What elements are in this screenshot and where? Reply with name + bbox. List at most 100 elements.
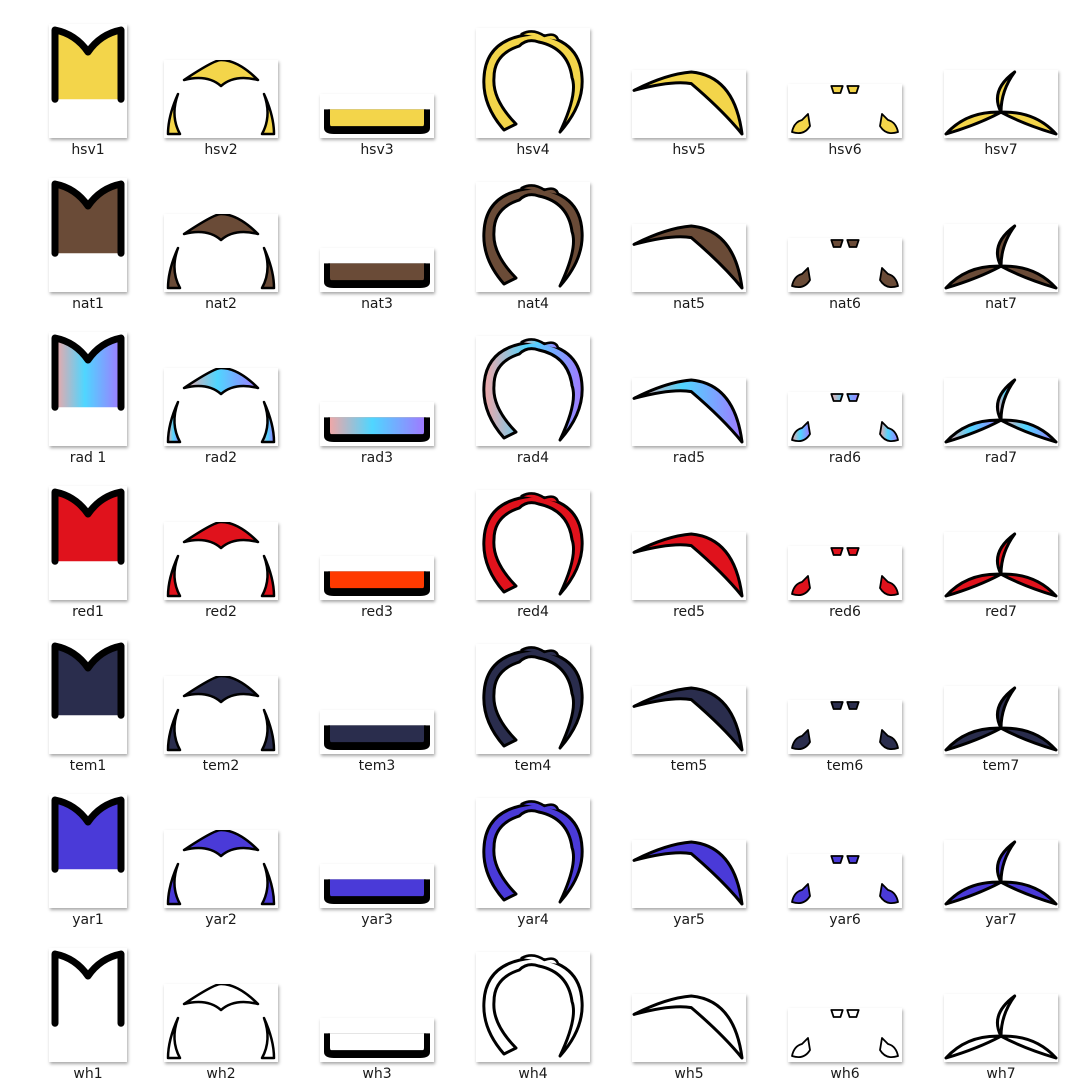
file-name-label: yar7 xyxy=(985,912,1017,928)
thumbnail-frame xyxy=(767,164,923,292)
hair-piece-4-icon xyxy=(476,798,590,908)
file-name-label: yar6 xyxy=(829,912,861,928)
file-item[interactable]: hsv6 xyxy=(767,10,923,164)
thumbnail-frame xyxy=(143,318,299,446)
file-name-label: rad5 xyxy=(672,450,706,466)
hair-piece-2-icon xyxy=(164,676,278,754)
file-item[interactable]: rad4 xyxy=(455,318,611,472)
file-item[interactable]: nat1 xyxy=(10,164,166,318)
file-name-label: hsv7 xyxy=(984,142,1018,158)
file-item[interactable]: yar4 xyxy=(455,780,611,934)
file-item[interactable]: yar3 xyxy=(299,780,455,934)
hair-piece-7-icon xyxy=(944,70,1058,138)
file-item[interactable]: wh2 xyxy=(143,934,299,1088)
file-item[interactable]: tem5 xyxy=(611,626,767,780)
file-item[interactable]: tem7 xyxy=(923,626,1079,780)
hair-piece-5-icon xyxy=(632,532,746,600)
file-item[interactable]: nat7 xyxy=(923,164,1079,318)
file-item[interactable]: wh4 xyxy=(455,934,611,1088)
hair-piece-3-icon xyxy=(320,94,434,138)
file-item[interactable]: tem2 xyxy=(143,626,299,780)
file-item[interactable]: red5 xyxy=(611,472,767,626)
thumbnail-frame xyxy=(767,934,923,1062)
hair-piece-4-icon xyxy=(476,644,590,754)
hair-piece-2-icon xyxy=(164,984,278,1062)
thumbnail-frame xyxy=(611,780,767,908)
thumbnail-frame xyxy=(143,10,299,138)
hair-piece-1-icon xyxy=(49,794,127,908)
thumbnail-frame xyxy=(299,472,455,600)
file-item[interactable]: nat5 xyxy=(611,164,767,318)
file-item[interactable]: red2 xyxy=(143,472,299,626)
file-item[interactable]: rad3 xyxy=(299,318,455,472)
file-item[interactable]: hsv4 xyxy=(455,10,611,164)
thumbnail-frame xyxy=(10,626,166,754)
thumbnail-frame xyxy=(611,164,767,292)
file-item[interactable]: rad6 xyxy=(767,318,923,472)
file-item[interactable]: red6 xyxy=(767,472,923,626)
hair-piece-7-icon xyxy=(944,994,1058,1062)
file-name-label: rad 1 xyxy=(69,450,107,466)
file-item[interactable]: wh7 xyxy=(923,934,1079,1088)
thumbnail-frame xyxy=(299,164,455,292)
file-item[interactable]: hsv1 xyxy=(10,10,166,164)
file-name-label: wh5 xyxy=(674,1066,704,1082)
file-item[interactable]: hsv2 xyxy=(143,10,299,164)
thumbnail-frame xyxy=(455,934,611,1062)
file-item[interactable]: red7 xyxy=(923,472,1079,626)
file-item[interactable]: red4 xyxy=(455,472,611,626)
file-item[interactable]: tem1 xyxy=(10,626,166,780)
file-item[interactable]: nat2 xyxy=(143,164,299,318)
thumbnail-frame xyxy=(767,472,923,600)
hair-piece-4-icon xyxy=(476,490,590,600)
file-item[interactable]: wh6 xyxy=(767,934,923,1088)
file-name-label: tem3 xyxy=(358,758,396,774)
file-name-label: nat5 xyxy=(673,296,705,312)
thumbnail-frame xyxy=(767,626,923,754)
thumbnail-frame xyxy=(923,626,1079,754)
thumbnail-frame xyxy=(767,10,923,138)
file-name-label: rad6 xyxy=(828,450,862,466)
hair-piece-3-icon xyxy=(320,556,434,600)
file-name-label: wh7 xyxy=(986,1066,1016,1082)
thumbnail-frame xyxy=(767,318,923,446)
thumbnail-frame xyxy=(10,934,166,1062)
file-item[interactable]: yar5 xyxy=(611,780,767,934)
hair-piece-1-icon xyxy=(49,640,127,754)
thumbnail-frame xyxy=(611,10,767,138)
file-item[interactable]: yar2 xyxy=(143,780,299,934)
file-item[interactable]: rad2 xyxy=(143,318,299,472)
file-item[interactable]: rad7 xyxy=(923,318,1079,472)
file-item[interactable]: tem4 xyxy=(455,626,611,780)
file-item[interactable]: red1 xyxy=(10,472,166,626)
file-item[interactable]: rad5 xyxy=(611,318,767,472)
thumbnail-frame xyxy=(923,934,1079,1062)
file-item[interactable]: tem6 xyxy=(767,626,923,780)
file-item[interactable]: wh3 xyxy=(299,934,455,1088)
file-item[interactable]: nat6 xyxy=(767,164,923,318)
file-item[interactable]: tem3 xyxy=(299,626,455,780)
thumbnail-frame xyxy=(10,164,166,292)
file-name-label: wh4 xyxy=(518,1066,548,1082)
file-item[interactable]: yar1 xyxy=(10,780,166,934)
hair-piece-1-icon xyxy=(49,948,127,1062)
file-name-label: nat2 xyxy=(205,296,237,312)
file-item[interactable]: yar7 xyxy=(923,780,1079,934)
file-item[interactable]: nat4 xyxy=(455,164,611,318)
file-item[interactable]: red3 xyxy=(299,472,455,626)
file-item[interactable]: wh5 xyxy=(611,934,767,1088)
file-item[interactable]: hsv7 xyxy=(923,10,1079,164)
file-item[interactable]: hsv5 xyxy=(611,10,767,164)
file-item[interactable]: nat3 xyxy=(299,164,455,318)
file-item[interactable]: wh1 xyxy=(10,934,166,1088)
thumbnail-frame xyxy=(455,780,611,908)
hair-piece-3-icon xyxy=(320,248,434,292)
hair-piece-4-icon xyxy=(476,28,590,138)
file-name-label: rad3 xyxy=(360,450,394,466)
file-name-label: nat6 xyxy=(829,296,861,312)
file-item[interactable]: rad 1 xyxy=(10,318,166,472)
file-item[interactable]: yar6 xyxy=(767,780,923,934)
hair-piece-7-icon xyxy=(944,224,1058,292)
thumbnail-frame xyxy=(923,164,1079,292)
file-item[interactable]: hsv3 xyxy=(299,10,455,164)
